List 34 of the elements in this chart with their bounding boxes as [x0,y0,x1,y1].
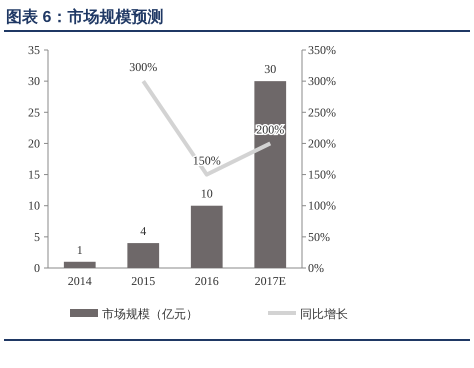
y2-tick-label: 50% [308,230,330,244]
data-label: 150% [192,154,221,168]
y-tick-label: 0 [34,261,40,275]
data-label: 200% [256,122,284,136]
x-tick-label: 2015 [131,274,156,288]
data-label: 4 [140,224,146,238]
y-tick-label: 25 [28,105,40,120]
data-label: 300% [129,60,158,74]
y-tick-label: 35 [28,43,40,57]
data-label: 10 [200,186,213,201]
y-tick-label: 15 [28,168,40,182]
data-label: 30 [264,62,276,76]
y2-tick-label: 150% [308,168,336,182]
y2-tick-label: 300% [308,74,336,88]
x-tick-label: 2017E [254,274,286,288]
y-tick-label: 10 [28,198,40,213]
y2-tick-label: 250% [308,105,336,120]
y2-tick-label: 350% [308,43,336,57]
bar [190,206,223,268]
y-tick-label: 20 [28,136,40,150]
y2-tick-label: 100% [308,198,336,213]
legend-label: 同比增长 [300,307,348,321]
chart-title: 图表 6：市场规模预测 [6,8,164,26]
y-tick-label: 5 [34,230,40,244]
x-tick-label: 2016 [194,274,219,288]
data-label: 1 [76,242,83,257]
bar [64,262,96,268]
bar [127,243,160,268]
bar [254,81,286,268]
y-tick-label: 30 [28,74,40,88]
y2-tick-label: 0% [308,261,324,275]
legend-label: 市场规模（亿元） [102,307,198,321]
x-tick-label: 2014 [68,274,92,288]
y2-tick-label: 200% [308,136,336,150]
